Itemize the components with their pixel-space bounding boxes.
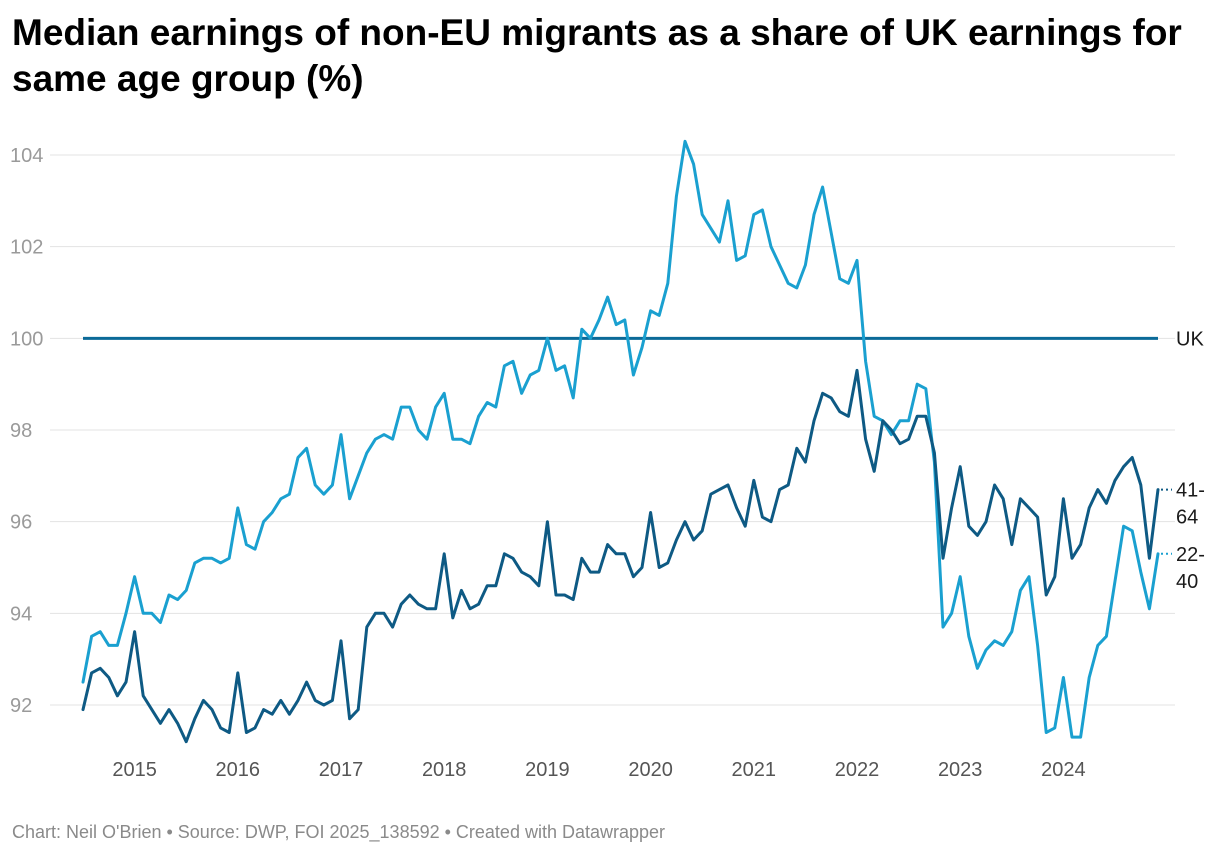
x-tick-label: 2017 (319, 759, 364, 781)
chart-credit: Chart: Neil O'Brien • Source: DWP, FOI 2… (12, 822, 666, 842)
y-tick-label: 104 (10, 145, 43, 167)
series-end-label-22-40-line2: 40 (1176, 571, 1198, 593)
y-axis-ticks: 92 94 96 98 100 102 104 (10, 145, 43, 717)
series-end-labels: UK 41- 64 22- 40 (1161, 328, 1205, 593)
series-end-label-22-40: 22- (1176, 544, 1205, 566)
x-tick-label: 2022 (835, 759, 880, 781)
x-tick-label: 2018 (422, 759, 467, 781)
y-tick-label: 94 (10, 603, 32, 625)
series-line-41-64 (81, 368, 1160, 744)
x-tick-label: 2021 (732, 759, 777, 781)
x-tick-label: 2019 (525, 759, 570, 781)
series-end-label-41-64: 41- (1176, 480, 1205, 502)
gridlines (50, 154, 1175, 706)
y-tick-label: 102 (10, 237, 43, 259)
x-tick-label: 2023 (938, 759, 983, 781)
x-tick-label: 2020 (628, 759, 673, 781)
series-line-22-40 (81, 139, 1160, 739)
chart-title: Median earnings of non-EU migrants as a … (12, 12, 1182, 99)
x-tick-label: 2015 (112, 759, 157, 781)
series-end-label-41-64-line2: 64 (1176, 507, 1198, 529)
y-tick-label: 96 (10, 512, 32, 534)
x-axis-ticks: 2015 2016 2017 2018 2019 2020 2021 2022 2023 2024 (112, 759, 1085, 781)
y-tick-label: 100 (10, 328, 43, 350)
series-lines (81, 139, 1160, 744)
y-tick-label: 92 (10, 695, 32, 717)
x-tick-label: 2024 (1041, 759, 1086, 781)
uk-line-label: UK (1176, 328, 1204, 350)
y-tick-label: 98 (10, 420, 32, 442)
x-tick-label: 2016 (216, 759, 261, 781)
